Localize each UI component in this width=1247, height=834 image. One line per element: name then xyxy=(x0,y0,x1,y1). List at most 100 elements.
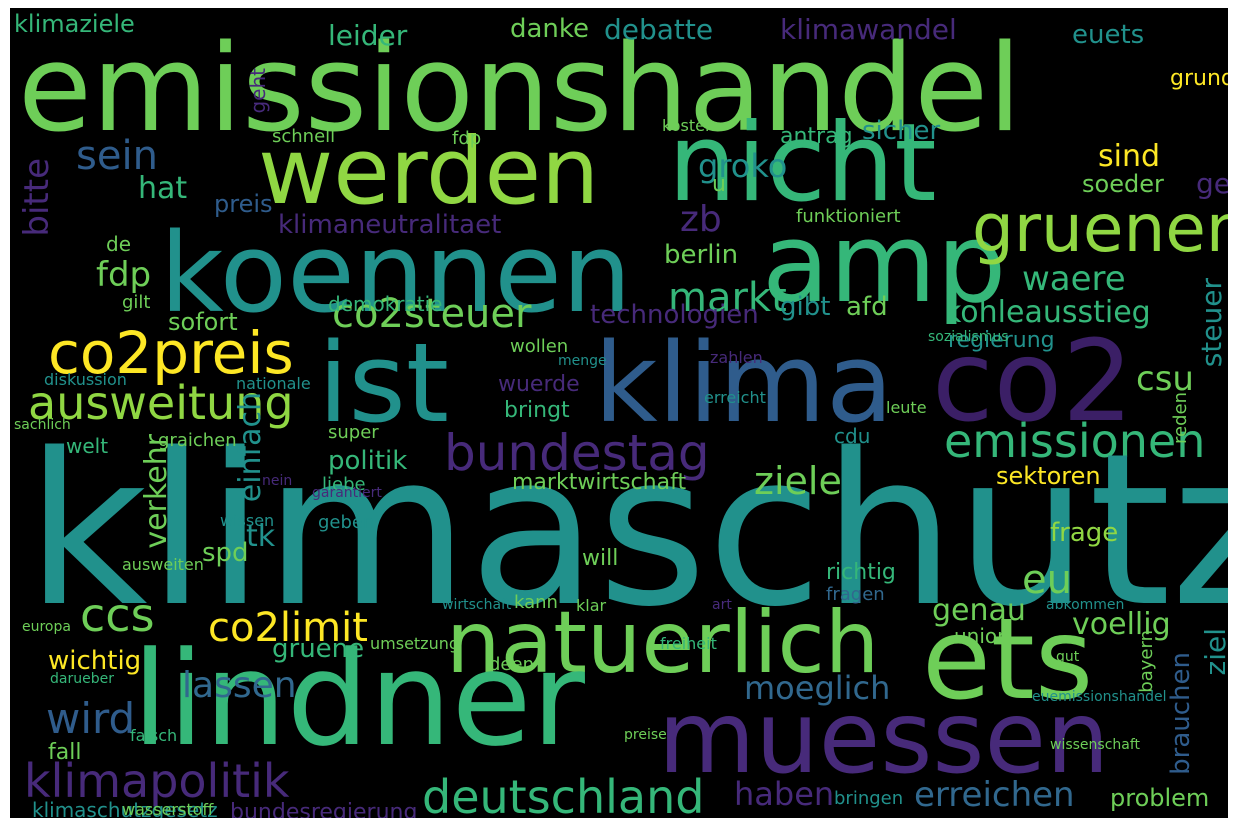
word-kosten: fdp xyxy=(452,128,482,149)
word-fdp: fdp xyxy=(96,255,152,295)
word-ideen: union xyxy=(954,624,1010,648)
word-nein: graichen xyxy=(158,430,237,451)
word-groko: groko xyxy=(698,147,788,185)
word-welt: welt xyxy=(66,434,109,458)
word-moeglich: moeglich xyxy=(744,669,891,707)
word-demokratie: funktioniert xyxy=(796,206,901,227)
word-emissionen: emissionen xyxy=(944,414,1206,468)
word-cloud: emissionshandel werden nicht koennen amp… xyxy=(10,8,1228,818)
word-klimaschutzgesetz: freiheit xyxy=(660,634,717,653)
word-atmosphaere: sachlich xyxy=(14,417,71,433)
word-art: kann xyxy=(514,592,558,613)
word-de: u xyxy=(712,172,726,197)
word-euets: euets xyxy=(1072,20,1145,50)
word-verkehr: bitte xyxy=(17,158,57,237)
word-soeder: soeder xyxy=(1082,170,1164,198)
word-will: geben xyxy=(318,512,375,533)
word-problem: problem xyxy=(1110,784,1210,812)
word-reden: wasserstoff xyxy=(122,800,214,818)
word-co2: co2 xyxy=(932,317,1134,447)
word-u: eu xyxy=(1022,557,1072,603)
word-regierung: regierung xyxy=(948,328,1055,353)
word-ist: ist xyxy=(318,319,450,447)
word-graichen: cdu xyxy=(834,424,871,448)
word-debatte: debatte xyxy=(604,13,714,46)
word-wissen: nein xyxy=(262,473,293,489)
word-gruenen: gruenen xyxy=(972,190,1228,267)
word-gibt: gibt xyxy=(780,292,831,322)
word-co2preis: co2preis xyxy=(48,319,294,387)
word-muessen: muessen xyxy=(658,679,1110,796)
word-lindner: lindner xyxy=(132,623,585,775)
word-erreicht: wollen xyxy=(510,336,569,357)
word-wasserstoff: bundesregierung xyxy=(230,800,418,819)
word-sind: sind xyxy=(1098,139,1161,174)
word-richtig: ausweiten xyxy=(122,555,204,574)
word-koennen: koennen xyxy=(160,209,632,337)
word-bringen: klimaschutzgesetz xyxy=(32,798,218,818)
word-sein: sein xyxy=(76,133,158,179)
word-wollen: demokratie xyxy=(328,292,443,316)
word-bringt: bringt xyxy=(504,398,570,423)
word-lassen: lassen xyxy=(182,665,297,706)
word-grundgesetz: kosten xyxy=(662,116,716,135)
word-diskussion: diskussion xyxy=(44,370,127,389)
word-amp: amp xyxy=(762,199,1007,327)
word-brauchen: ziel xyxy=(1199,628,1228,676)
word-wird: wird xyxy=(46,694,136,743)
word-umsetzung: abkommen xyxy=(1046,597,1125,613)
word-schnell: antrag xyxy=(780,124,853,149)
word-gilt: grundgesetz xyxy=(1170,66,1228,91)
word-co2limit: co2limit xyxy=(208,605,368,651)
word-ausweiten: wissen xyxy=(220,511,275,530)
word-berlin: berlin xyxy=(664,240,739,270)
word-super: leute xyxy=(886,398,927,417)
word-genau: genau xyxy=(932,593,1026,628)
word-garantiert: liebe xyxy=(322,474,366,495)
word-euemissionshandel: reden xyxy=(1170,392,1191,444)
word-technologien: technologien xyxy=(590,300,759,330)
word-werden: werden xyxy=(258,118,600,225)
word-ausweitung: ausweitung xyxy=(28,376,294,430)
word-abkommen: wirtschaft xyxy=(442,597,512,613)
word-fall: fall xyxy=(48,740,82,765)
word-deutschland: deutschland xyxy=(422,770,705,818)
word-wichtig: wichtig xyxy=(48,646,142,676)
word-klima: klima xyxy=(594,319,894,447)
word-ets: ets xyxy=(922,595,1094,725)
word-kohleausstieg: kohleausstieg xyxy=(944,295,1151,330)
word-hat: hat xyxy=(138,171,188,206)
word-bayern: bringen xyxy=(834,788,904,809)
word-sachlich: preise xyxy=(624,727,667,743)
word-eu: gerne xyxy=(1196,167,1228,200)
word-union: art xyxy=(712,597,732,613)
word-wirtschaft: klar xyxy=(576,596,607,615)
word-klimaschutz: klimaschutz xyxy=(26,408,1228,653)
word-klimaneutralitaet: klimaneutralitaet xyxy=(278,210,502,240)
word-klimawandel: klimawandel xyxy=(780,13,957,46)
word-afd: afd xyxy=(846,292,888,322)
word-politik: politik xyxy=(328,446,408,476)
word-falsch: wissenschaft xyxy=(1050,737,1141,753)
word-freiheit: umsetzung xyxy=(370,634,460,653)
word-nationale: nationale xyxy=(236,374,311,393)
word-zahlen: menge xyxy=(558,353,607,369)
word-ziel: steuer xyxy=(1195,278,1228,368)
word-zb: zb xyxy=(680,199,722,240)
word-leider: leider xyxy=(328,19,408,52)
word-klimapolitik: klimapolitik xyxy=(24,754,290,808)
word-co2steuer: co2steuer xyxy=(332,291,532,337)
word-natuerlich: natuerlich xyxy=(446,593,880,693)
word-preis: preis xyxy=(214,190,273,218)
word-bundestag: bundestag xyxy=(444,424,710,482)
word-sicher: sicher xyxy=(862,116,941,146)
word-geben: garantiert xyxy=(312,485,382,501)
word-sozialismus: gut xyxy=(1056,649,1080,665)
word-liebe: super xyxy=(328,422,379,443)
word-tk: tk xyxy=(246,519,276,554)
word-voellig: voellig xyxy=(1072,607,1171,642)
word-menge: gilt xyxy=(122,292,151,313)
word-einfach: verkehr xyxy=(139,434,174,549)
word-spd: spd xyxy=(202,538,249,568)
word-nicht: nicht xyxy=(668,101,937,226)
